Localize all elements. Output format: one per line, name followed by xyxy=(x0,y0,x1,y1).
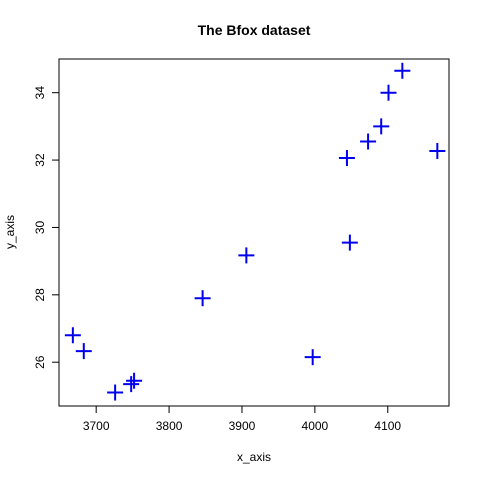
x-axis-title: x_axis xyxy=(237,450,271,464)
x-axis: 3700 3800 3900 4000 4100 xyxy=(83,405,401,433)
data-points xyxy=(64,62,446,401)
plot-area-frame xyxy=(58,58,450,407)
x-tick-label: 4100 xyxy=(374,419,401,433)
data-point xyxy=(429,142,446,159)
data-point xyxy=(360,133,377,150)
data-point xyxy=(341,234,358,251)
x-tick-label: 3900 xyxy=(229,419,256,433)
data-point xyxy=(394,62,411,79)
y-tick-label: 26 xyxy=(33,355,47,369)
data-point xyxy=(338,150,355,167)
chart-title: The Bfox dataset xyxy=(198,22,311,38)
y-tick-label: 28 xyxy=(33,288,47,302)
y-axis: 26 28 30 32 34 xyxy=(33,86,60,369)
y-tick-label: 34 xyxy=(33,86,47,100)
data-point xyxy=(373,118,390,135)
data-point xyxy=(123,376,140,393)
data-point xyxy=(107,384,124,401)
x-tick-label: 4000 xyxy=(302,419,329,433)
data-point xyxy=(75,343,92,360)
y-tick-label: 30 xyxy=(33,220,47,234)
data-point xyxy=(64,327,81,344)
y-axis-title: y_axis xyxy=(3,215,17,249)
data-point xyxy=(304,349,321,366)
data-point xyxy=(194,290,211,307)
data-point xyxy=(380,84,397,101)
data-point xyxy=(238,247,255,264)
x-tick-label: 3700 xyxy=(83,419,110,433)
data-point xyxy=(126,372,143,389)
y-tick-label: 32 xyxy=(33,153,47,167)
x-tick-label: 3800 xyxy=(156,419,183,433)
